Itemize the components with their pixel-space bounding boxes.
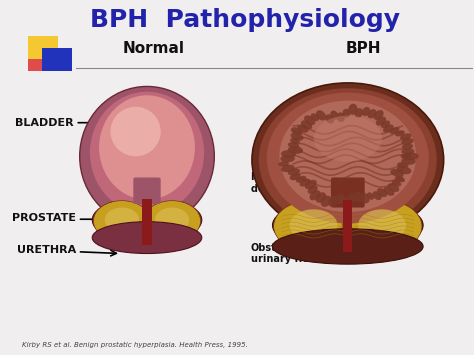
Ellipse shape [290, 138, 300, 144]
Ellipse shape [321, 196, 331, 207]
Ellipse shape [362, 107, 370, 116]
Bar [42, 48, 72, 71]
Ellipse shape [281, 150, 296, 158]
Ellipse shape [330, 111, 338, 120]
Text: PROSTATE: PROSTATE [12, 213, 76, 223]
Ellipse shape [90, 92, 204, 214]
Ellipse shape [400, 133, 411, 140]
Ellipse shape [373, 191, 382, 200]
Ellipse shape [297, 125, 309, 133]
Ellipse shape [342, 200, 422, 252]
Text: BLADDER: BLADDER [15, 118, 74, 128]
Ellipse shape [267, 93, 429, 223]
Ellipse shape [381, 120, 390, 128]
Ellipse shape [377, 188, 387, 197]
Ellipse shape [314, 116, 382, 162]
Ellipse shape [279, 100, 416, 212]
Ellipse shape [316, 110, 326, 120]
Ellipse shape [291, 133, 303, 141]
Ellipse shape [259, 88, 437, 231]
Ellipse shape [402, 144, 413, 150]
Ellipse shape [354, 192, 363, 202]
Text: Normal: Normal [123, 41, 185, 56]
Ellipse shape [310, 190, 320, 200]
FancyBboxPatch shape [331, 178, 365, 208]
Ellipse shape [92, 197, 202, 243]
Ellipse shape [395, 176, 405, 182]
Ellipse shape [383, 187, 394, 196]
Ellipse shape [288, 142, 299, 148]
Ellipse shape [336, 193, 345, 204]
Ellipse shape [93, 201, 150, 241]
Ellipse shape [110, 107, 161, 156]
Bar [28, 54, 50, 71]
Ellipse shape [316, 192, 326, 203]
Ellipse shape [390, 169, 404, 177]
Ellipse shape [290, 173, 301, 180]
Ellipse shape [360, 193, 370, 203]
Ellipse shape [401, 157, 416, 165]
Ellipse shape [328, 196, 338, 207]
Ellipse shape [367, 109, 376, 118]
Ellipse shape [280, 155, 295, 162]
Text: Hypertrophied
detrusor muscle: Hypertrophied detrusor muscle [251, 172, 340, 193]
Ellipse shape [325, 114, 334, 124]
Ellipse shape [358, 209, 406, 241]
Ellipse shape [390, 127, 400, 134]
Ellipse shape [342, 109, 350, 118]
Ellipse shape [392, 180, 401, 186]
Ellipse shape [304, 115, 315, 125]
Ellipse shape [92, 222, 202, 253]
FancyBboxPatch shape [133, 178, 161, 204]
Ellipse shape [99, 95, 195, 200]
Ellipse shape [348, 104, 357, 115]
Ellipse shape [374, 110, 383, 120]
Ellipse shape [308, 185, 318, 194]
Ellipse shape [355, 108, 363, 118]
Bar [28, 36, 58, 59]
Ellipse shape [296, 176, 307, 183]
Text: BPH: BPH [346, 41, 382, 56]
Ellipse shape [348, 193, 356, 202]
Ellipse shape [144, 201, 201, 241]
Ellipse shape [305, 180, 317, 189]
Bar [142, 199, 153, 245]
Ellipse shape [376, 116, 386, 126]
Ellipse shape [273, 229, 423, 264]
Ellipse shape [401, 148, 414, 155]
Ellipse shape [403, 152, 419, 160]
Ellipse shape [300, 179, 310, 187]
Ellipse shape [395, 130, 405, 136]
Ellipse shape [155, 208, 189, 232]
Ellipse shape [401, 138, 414, 145]
Ellipse shape [281, 165, 295, 172]
Ellipse shape [401, 153, 411, 159]
Text: Kirby RS et al. Benign prostatic hyperplasia. Health Press, 1995.: Kirby RS et al. Benign prostatic hyperpl… [21, 342, 247, 348]
Ellipse shape [301, 120, 312, 129]
Ellipse shape [252, 83, 444, 237]
Ellipse shape [273, 200, 354, 252]
Bar [343, 201, 352, 252]
Ellipse shape [278, 161, 289, 167]
Ellipse shape [288, 169, 300, 175]
Ellipse shape [397, 162, 409, 168]
Ellipse shape [291, 127, 302, 135]
Ellipse shape [310, 113, 319, 121]
Text: Obstructed
urinary flow: Obstructed urinary flow [251, 243, 318, 264]
Ellipse shape [383, 124, 394, 132]
Text: BPH  Pathophysiology: BPH Pathophysiology [90, 8, 400, 32]
Ellipse shape [343, 197, 349, 206]
Text: URETHRA: URETHRA [17, 245, 76, 255]
Ellipse shape [337, 113, 345, 122]
Ellipse shape [290, 209, 337, 241]
Ellipse shape [388, 183, 399, 192]
Ellipse shape [367, 192, 374, 200]
Ellipse shape [273, 198, 423, 253]
Ellipse shape [80, 87, 214, 226]
Ellipse shape [288, 146, 303, 154]
Ellipse shape [105, 208, 139, 232]
Ellipse shape [396, 166, 411, 174]
